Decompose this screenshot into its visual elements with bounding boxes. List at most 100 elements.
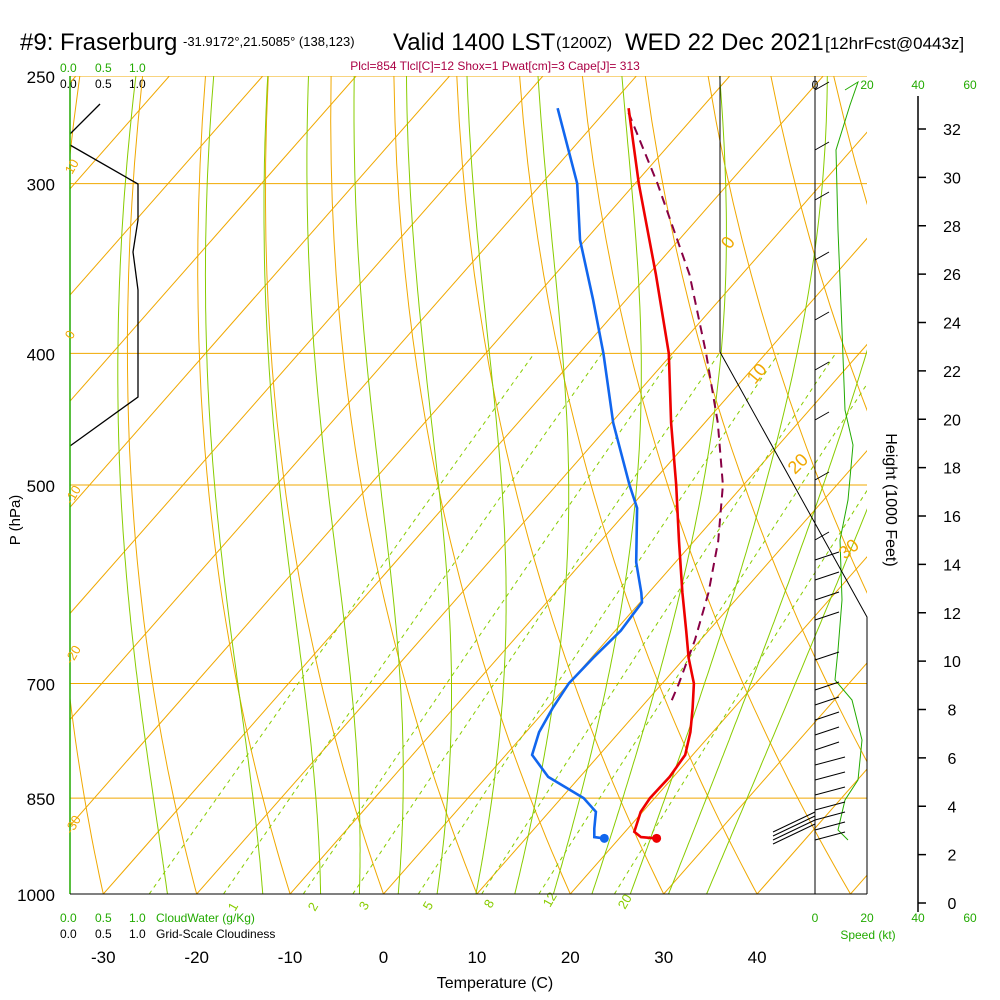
- valid-date: WED 22 Dec 2021: [625, 29, 824, 56]
- moist-adiabat-line: [306, 76, 361, 894]
- top-cloudiness-tick: 1.0: [129, 77, 146, 91]
- dry-adiabat-line: [393, 76, 571, 894]
- moist-adiabat-line: [591, 76, 727, 894]
- moist-adiabat-line: [629, 76, 828, 894]
- mixing-ratio-label: 2: [305, 900, 322, 914]
- wind-barb-flag: [814, 81, 830, 91]
- isotherm-line: [70, 76, 637, 721]
- wind-barb-flag: [814, 711, 840, 721]
- dry-adiabat-label: -30: [62, 813, 84, 837]
- top-cloudwater-tick: 0.5: [95, 61, 112, 75]
- dry-adiabat-line: [70, 76, 104, 894]
- dry-adiabat-line: [644, 76, 867, 763]
- mixing-ratio-line: [417, 353, 780, 894]
- isotherm-line: [70, 76, 450, 509]
- parcel-path-line: [625, 107, 724, 701]
- pressure-axis: 250 300 400 500 700 850 1000: [17, 68, 55, 905]
- dry-adiabat-label: 10: [62, 156, 82, 176]
- height-tick-label: 28: [943, 219, 961, 236]
- temperature-tick-label: 20: [561, 948, 580, 967]
- top-cloudiness-tick: 0.0: [60, 77, 77, 91]
- wind-tick-bottom-green-60: 60: [963, 911, 977, 925]
- mixing-ratio-label: 3: [356, 899, 373, 913]
- dry-adiabat-line: [456, 76, 665, 894]
- top-cloudwater-tick: 0.0: [60, 61, 77, 75]
- temperature-tick-label: 40: [748, 948, 767, 967]
- wind-barb-flag: [814, 651, 840, 661]
- pressure-tick-label: 1000: [17, 886, 55, 905]
- dry-adiabat-label: -20: [62, 643, 84, 667]
- bottom-cloudiness-label: Grid-Scale Cloudiness: [156, 927, 275, 941]
- temperature-tick-label: -10: [278, 948, 303, 967]
- dry-adiabat-label: 30: [835, 535, 863, 563]
- wind-tick-bottom-green-40: 40: [911, 911, 925, 925]
- height-tick-label: 26: [943, 267, 961, 284]
- bottom-cloudwater-tick: 1.0: [129, 911, 146, 925]
- mixing-ratio-label: 8: [481, 897, 498, 911]
- dry-adiabat-line: [707, 76, 867, 594]
- bottom-cloudiness-tick: 1.0: [129, 927, 146, 941]
- dry-adiabat-line: [197, 76, 291, 894]
- surface-temperature-dot: [652, 833, 662, 843]
- site-title: #9: Fraserburg: [20, 29, 177, 56]
- wind-barb-flag: [814, 831, 846, 841]
- top-cloudiness-tick: 0.5: [95, 77, 112, 91]
- height-tick-label: 18: [943, 461, 961, 478]
- wind-barb-flag: [814, 141, 830, 151]
- dry-adiabat-line: [959, 76, 1000, 923]
- wind-barb-flag: [772, 811, 816, 833]
- dry-adiabat-line: [330, 76, 478, 894]
- bottom-cloudwater-tick: 0.5: [95, 911, 112, 925]
- dry-adiabat-line: [897, 76, 1000, 923]
- height-tick-label: 14: [943, 557, 961, 574]
- wind-tick-top-green-40: 40: [911, 78, 925, 92]
- height-tick-label: 20: [943, 412, 961, 429]
- height-tick-label: 4: [948, 799, 957, 816]
- moist-adiabat-line: [466, 76, 507, 894]
- wind-barb-flag: [814, 786, 846, 796]
- pressure-tick-label: 300: [27, 176, 55, 195]
- wind-barb-flag: [772, 819, 816, 841]
- cloudiness-profile-top: [69, 103, 101, 135]
- isotherm-line: [70, 76, 264, 296]
- isotherm-line: [383, 343, 867, 894]
- isotherm-line: [944, 76, 1000, 894]
- height-tick-label: 30: [943, 170, 961, 187]
- isotherm-line: [663, 662, 867, 894]
- valid-time: Valid 1400 LST: [393, 29, 556, 56]
- isotherm-line: [70, 76, 731, 827]
- pressure-tick-label: 850: [27, 790, 55, 809]
- bottom-cloudwater-scale: 0.0 0.5 1.0 CloudWater (g/Kg): [60, 911, 255, 925]
- wind-speed-line: [834, 80, 863, 841]
- mixing-ratio-line: [302, 353, 676, 894]
- height-tick-label: 12: [943, 606, 961, 623]
- site-coords: -31.9172°,21.5085° (138,123): [183, 34, 355, 49]
- pressure-tick-label: 500: [27, 477, 55, 496]
- stability-indices: Plcl=854 Tlcl[C]=12 Shox=1 Pwat[cm]=3 Ca…: [350, 59, 640, 73]
- height-tick-label: 22: [943, 364, 961, 381]
- height-tick-label: 2: [948, 848, 957, 865]
- mixing-ratio-line: [148, 353, 535, 894]
- dry-adiabat-line: [581, 76, 852, 894]
- temperature-tick-label: -20: [184, 948, 209, 967]
- dry-adiabat-line: [770, 76, 867, 412]
- bottom-cloudwater-label: CloudWater (g/Kg): [156, 911, 255, 925]
- isotherm-line: [850, 874, 867, 894]
- moist-adiabat-line: [667, 349, 867, 894]
- moist-adiabat-line: [514, 76, 570, 894]
- wind-tick-top-green-20: 20: [860, 78, 874, 92]
- wind-barb-flag: [814, 471, 830, 481]
- isotherm-line: [196, 131, 867, 894]
- mixing-ratio-label: 5: [420, 899, 437, 913]
- surface-dewpoint-dot: [599, 833, 609, 843]
- height-tick-label: 24: [943, 316, 961, 333]
- wind-barb-flag: [814, 696, 840, 706]
- thermo-background: [70, 76, 1000, 923]
- isotherm-line: [70, 76, 357, 402]
- temperature-tick-label: -30: [91, 948, 116, 967]
- wind-barb-flag: [814, 771, 846, 781]
- wind-speed-label: Speed (kt): [840, 928, 895, 942]
- temperature-tick-label: 10: [467, 948, 486, 967]
- moist-adiabat-line: [117, 76, 169, 894]
- wind-barb-flag: [814, 741, 840, 751]
